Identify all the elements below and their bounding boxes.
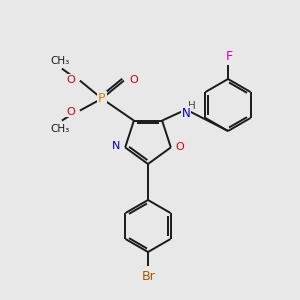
Text: O: O — [67, 106, 75, 117]
Text: CH₃: CH₃ — [50, 124, 70, 134]
Text: Br: Br — [142, 269, 156, 283]
Text: P: P — [98, 92, 106, 105]
Text: N: N — [112, 141, 120, 152]
Text: O: O — [67, 75, 75, 85]
Text: F: F — [225, 50, 233, 64]
Text: N: N — [182, 107, 190, 120]
Text: H: H — [188, 100, 196, 111]
Text: O: O — [130, 75, 138, 85]
Text: CH₃: CH₃ — [50, 56, 70, 66]
Text: O: O — [176, 142, 184, 152]
